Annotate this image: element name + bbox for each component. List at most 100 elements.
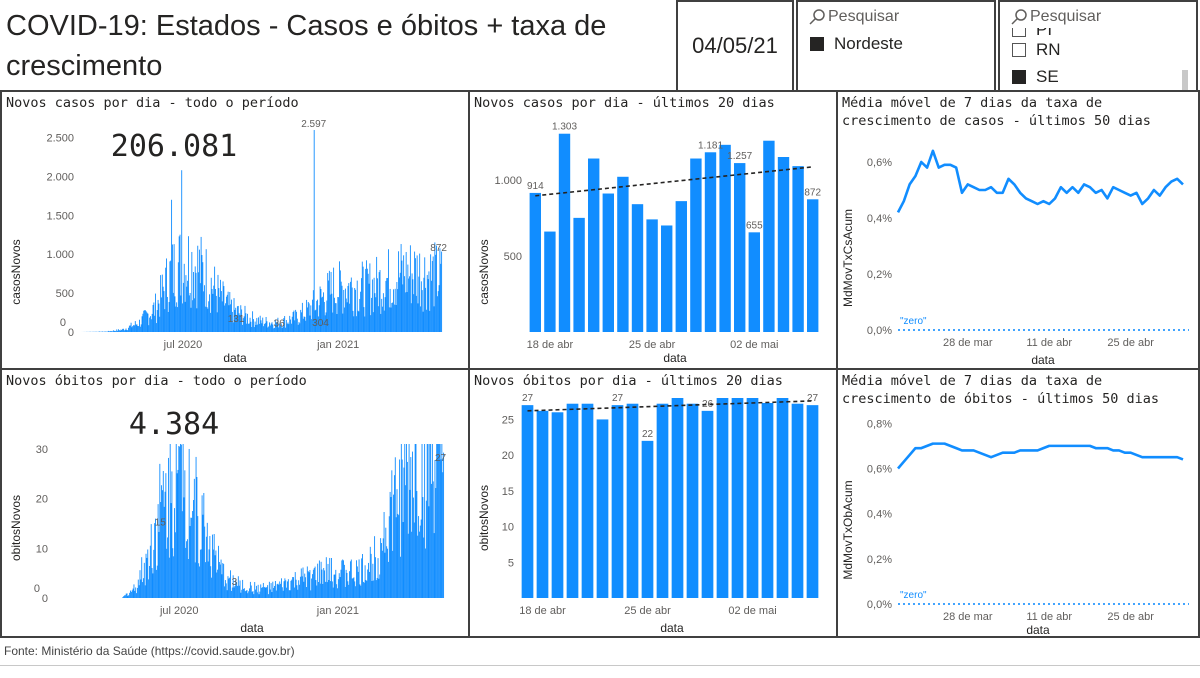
slicer-scrollbar[interactable]	[1182, 70, 1188, 90]
bar	[402, 284, 404, 332]
bar	[414, 258, 416, 332]
x-tick-label: 18 de abr	[527, 339, 574, 351]
bar	[381, 550, 383, 598]
bar	[297, 589, 299, 598]
bar	[230, 590, 232, 598]
big-number: 206.081	[111, 129, 237, 164]
bar	[344, 586, 346, 598]
bar	[369, 546, 371, 598]
bar	[204, 285, 205, 332]
bar	[139, 319, 140, 332]
bar	[299, 584, 301, 598]
bar	[254, 321, 256, 332]
bar	[411, 531, 413, 598]
bar	[372, 312, 374, 332]
bar	[390, 307, 392, 332]
bar	[324, 570, 326, 598]
checkbox-icon[interactable]	[1012, 70, 1026, 84]
y-axis-title: casosNovos	[477, 239, 491, 304]
data-label: 15	[155, 517, 167, 528]
checkbox-icon[interactable]	[1012, 43, 1026, 57]
bar	[443, 452, 445, 598]
slicer-item-se[interactable]: SE	[1012, 67, 1059, 87]
bar	[310, 590, 312, 598]
bar	[763, 140, 775, 332]
bar	[344, 288, 346, 332]
slicer-item-rn[interactable]: RN	[1012, 40, 1061, 60]
bar	[146, 312, 148, 332]
bar	[301, 576, 303, 598]
panel-obitos-total: Novos óbitos por dia - todo o período 0 1…	[0, 368, 470, 638]
bar	[289, 315, 291, 332]
bar	[178, 446, 180, 598]
bar	[247, 593, 249, 598]
bar	[192, 300, 194, 332]
bar	[432, 256, 434, 332]
bar	[326, 582, 328, 598]
bar	[274, 585, 275, 598]
bar	[395, 517, 397, 598]
x-tick-label: jul 2020	[163, 339, 203, 351]
slicer-item-pi[interactable]: PI	[1012, 20, 1053, 40]
bar	[133, 584, 135, 598]
bar	[366, 268, 368, 332]
slicer-item-label: PI	[1036, 20, 1053, 39]
trend-line	[535, 166, 813, 197]
slicer-item-nordeste[interactable]: Nordeste	[810, 34, 903, 54]
bar	[403, 255, 405, 332]
bar	[440, 263, 442, 332]
bar	[141, 557, 143, 598]
bar	[211, 577, 213, 598]
bar	[200, 236, 202, 332]
bar	[320, 289, 322, 332]
bar	[331, 293, 333, 332]
bar	[401, 459, 403, 598]
bar	[347, 285, 349, 332]
bar	[398, 277, 400, 332]
checkbox-icon[interactable]	[1012, 28, 1026, 37]
region-search-input[interactable]: Pesquisar	[808, 8, 899, 26]
x-tick-label: jul 2020	[159, 605, 199, 617]
bar	[422, 497, 424, 598]
bar	[382, 538, 384, 598]
bar	[204, 306, 206, 332]
bar	[746, 398, 759, 598]
bar	[217, 569, 219, 598]
bar	[247, 323, 249, 332]
bar	[150, 319, 152, 332]
bar	[336, 313, 338, 332]
bar	[397, 513, 399, 598]
bar	[368, 283, 370, 332]
bar	[286, 323, 288, 332]
bar	[332, 312, 334, 332]
bar	[287, 579, 289, 598]
panel-title: Novos casos por dia - todo o período	[6, 95, 299, 111]
y-tick-label: 10	[36, 543, 48, 555]
bar	[211, 289, 213, 332]
bar	[334, 303, 336, 332]
bar	[412, 497, 414, 598]
state-search-input[interactable]: Pesquisar	[1010, 8, 1180, 26]
bar	[195, 272, 197, 332]
bar	[168, 302, 170, 332]
bar	[379, 270, 381, 332]
bar	[170, 503, 172, 598]
checkbox-icon[interactable]	[810, 37, 824, 51]
bar	[245, 313, 247, 332]
bar	[268, 594, 269, 598]
bar	[405, 485, 407, 598]
bar	[296, 585, 298, 598]
bar	[271, 592, 273, 598]
bar	[149, 545, 151, 598]
bar	[441, 444, 443, 598]
bar	[388, 307, 390, 332]
bar	[418, 516, 420, 598]
bar	[278, 327, 280, 332]
bar	[344, 307, 346, 332]
state-slicer[interactable]: PI Pesquisar RN SE	[998, 0, 1198, 92]
region-slicer[interactable]: Pesquisar Nordeste	[796, 0, 996, 92]
bar	[368, 571, 370, 598]
bar	[198, 272, 200, 332]
bar	[271, 322, 273, 332]
bar	[365, 579, 367, 598]
